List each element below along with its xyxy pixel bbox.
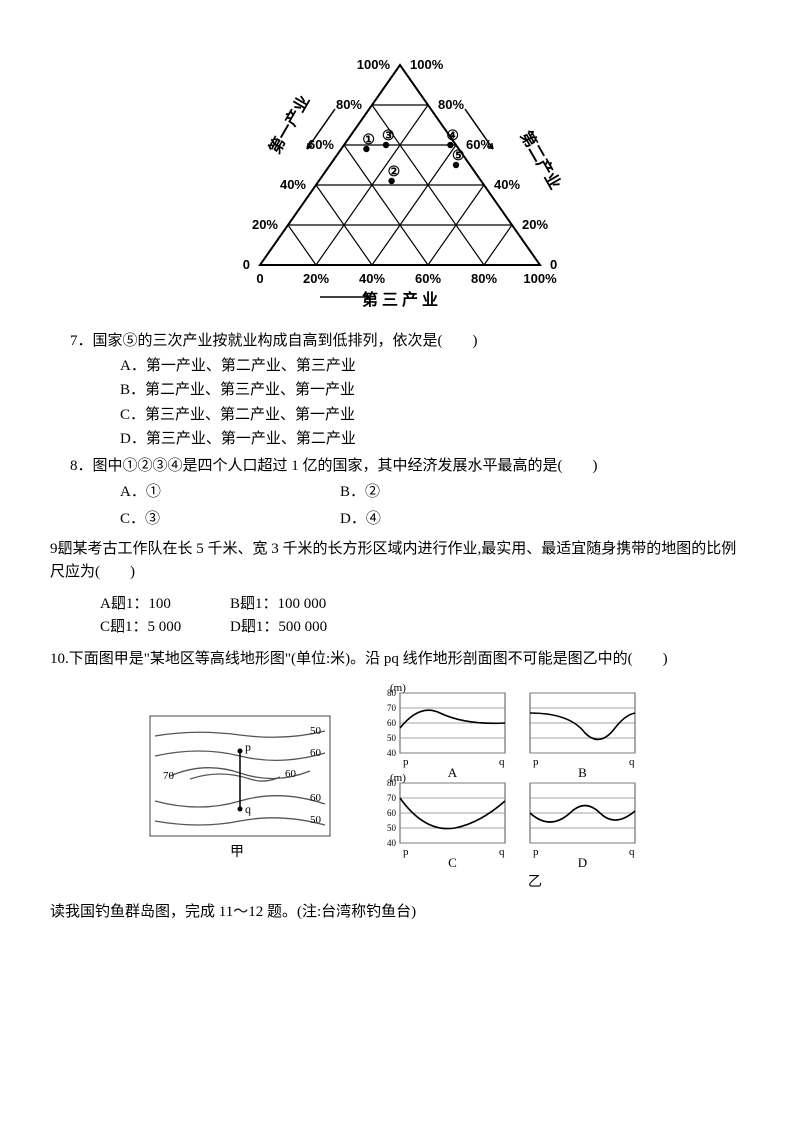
svg-text:80: 80 <box>387 778 397 788</box>
svg-text:50: 50 <box>387 733 397 743</box>
svg-text:100%: 100% <box>410 57 444 72</box>
profile-panels: (m)4050607080pqApqB(m)4050607080pqCpqD乙 <box>365 681 655 891</box>
svg-text:q: q <box>245 802 251 816</box>
svg-text:q: q <box>629 756 635 768</box>
q9-opt-b: B䦉1：100 000 <box>230 593 360 616</box>
svg-text:q: q <box>499 756 505 768</box>
svg-text:③: ③ <box>382 129 395 144</box>
contour-map: p q 50 60 70 60 60 50 甲 <box>145 701 335 871</box>
svg-text:80%: 80% <box>471 271 497 286</box>
svg-text:20%: 20% <box>303 271 329 286</box>
svg-text:乙: 乙 <box>528 874 542 890</box>
svg-text:q: q <box>629 846 635 858</box>
svg-text:100%: 100% <box>523 271 557 286</box>
svg-text:60: 60 <box>310 747 322 759</box>
q7-opt-c: C．第三产业、第二产业、第一产业 <box>120 404 750 427</box>
svg-text:p: p <box>403 846 409 858</box>
svg-text:p: p <box>403 756 409 768</box>
q8-stem: 8．图中①②③④是四个人口超过 1 亿的国家，其中经济发展水平最高的是( ) <box>70 455 750 478</box>
svg-text:60: 60 <box>285 768 297 780</box>
svg-text:20%: 20% <box>252 217 278 232</box>
svg-text:40: 40 <box>387 838 397 848</box>
svg-text:80%: 80% <box>438 97 464 112</box>
q10-stem: 10.下面图甲是"某地区等高线地形图"(单位:米)。沿 pq 线作地形剖面图不可… <box>50 648 750 671</box>
svg-text:50: 50 <box>310 725 322 737</box>
svg-text:60: 60 <box>387 808 397 818</box>
q8-opt-a: A．① <box>120 481 340 504</box>
svg-text:60%: 60% <box>415 271 441 286</box>
q8-opt-c: C．③ <box>120 508 340 531</box>
svg-text:第一产业: 第一产业 <box>265 92 313 157</box>
svg-text:甲: 甲 <box>230 845 244 860</box>
q8-opt-b: B．② <box>340 481 560 504</box>
svg-text:0: 0 <box>550 257 557 272</box>
svg-text:0: 0 <box>243 257 250 272</box>
svg-text:40%: 40% <box>280 177 306 192</box>
svg-text:0: 0 <box>256 271 263 286</box>
svg-text:p: p <box>533 756 539 768</box>
svg-text:A: A <box>448 765 458 780</box>
svg-text:20%: 20% <box>522 217 548 232</box>
svg-text:40%: 40% <box>359 271 385 286</box>
q7-stem: 7．国家⑤的三次产业按就业构成自高到低排列，依次是( ) <box>70 330 750 353</box>
q9-opt-c: C䦉1：5 000 <box>100 616 230 639</box>
svg-text:60: 60 <box>310 792 322 804</box>
ternary-diagram: 100%80%60%40%20%0100%80%60%40%20%0020%40… <box>190 30 610 320</box>
q7-opt-b: B．第二产业、第三产业、第一产业 <box>120 379 750 402</box>
svg-text:D: D <box>578 855 587 870</box>
svg-text:第 三 产 业: 第 三 产 业 <box>362 290 438 309</box>
svg-text:p: p <box>245 740 251 754</box>
q8-opt-d: D．④ <box>340 508 560 531</box>
q9-opt-a: A䦉1：100 <box>100 593 230 616</box>
svg-text:50: 50 <box>387 823 397 833</box>
svg-text:C: C <box>448 855 457 870</box>
svg-text:④: ④ <box>446 129 459 144</box>
svg-text:②: ② <box>388 165 401 180</box>
svg-text:40%: 40% <box>494 177 520 192</box>
q9-stem: 9䦉某考古工作队在长 5 千米、宽 3 千米的长方形区域内进行作业,最实用、最适… <box>50 538 750 583</box>
svg-text:60: 60 <box>387 718 397 728</box>
svg-text:70: 70 <box>387 703 397 713</box>
svg-text:①: ① <box>362 133 375 148</box>
svg-text:100%: 100% <box>357 57 391 72</box>
svg-text:q: q <box>499 846 505 858</box>
svg-text:70: 70 <box>387 793 397 803</box>
svg-text:B: B <box>578 765 587 780</box>
svg-text:60%: 60% <box>466 137 492 152</box>
svg-text:60%: 60% <box>308 137 334 152</box>
svg-text:⑤: ⑤ <box>452 149 465 164</box>
svg-text:50: 50 <box>310 814 322 826</box>
svg-text:第二产业: 第二产业 <box>517 128 565 193</box>
q7-opt-d: D．第三产业、第一产业、第二产业 <box>120 428 750 451</box>
svg-text:40: 40 <box>387 748 397 758</box>
svg-text:80%: 80% <box>336 97 362 112</box>
svg-text:70: 70 <box>163 770 175 782</box>
footer-stem: 读我国钓鱼群岛图，完成 11～12 题。(注:台湾称钓鱼台) <box>50 901 750 924</box>
svg-text:p: p <box>533 846 539 858</box>
svg-text:80: 80 <box>387 688 397 698</box>
q7-opt-a: A．第一产业、第二产业、第三产业 <box>120 355 750 378</box>
q9-opt-d: D䦉1：500 000 <box>230 616 360 639</box>
